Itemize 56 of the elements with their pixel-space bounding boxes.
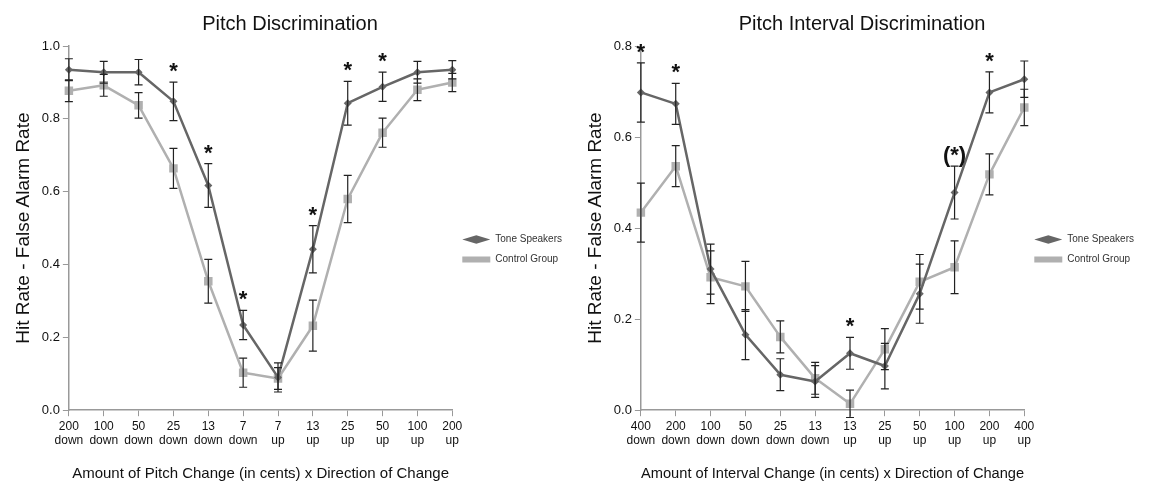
annotation: *	[845, 313, 855, 339]
y-tick-label: 0.4	[613, 219, 632, 235]
x-tick-label: 50 down	[124, 418, 153, 448]
y-tick-label: 0.2	[613, 310, 632, 326]
x-tick-label: 13 down	[800, 418, 830, 448]
legend-label: Tone Speakers	[1067, 233, 1135, 245]
y-tick-label: 0.0	[613, 401, 632, 417]
x-tick-label: 100 down	[89, 418, 119, 448]
x-axis-title: Amount of Interval Change (in cents) x Direction of Change	[641, 464, 1025, 482]
annotation: *	[204, 139, 214, 165]
x-axis-title: Amount of Pitch Change (in cents) x Direction of Change	[72, 464, 450, 482]
annotation: *	[308, 201, 318, 227]
x-tick-label: 50 down	[731, 418, 760, 448]
x-tick-label: 100 up	[407, 418, 428, 448]
x-tick-label: 7 up	[271, 418, 285, 448]
x-tick-label: 25 up	[878, 418, 892, 448]
x-tick-label: 400 down	[626, 418, 656, 448]
x-tick-label: 50 up	[913, 418, 927, 448]
x-tick-label: 7 down	[228, 418, 258, 448]
x-tick-label: 400 up	[1014, 418, 1035, 448]
annotation: *	[378, 48, 388, 74]
y-axis-title: Hit Rate - False Alarm Rate	[11, 112, 33, 344]
x-tick-label: 100 up	[944, 418, 965, 448]
y-tick-label: 0.2	[41, 328, 60, 344]
x-tick-label: 25 down	[159, 418, 188, 448]
x-tick-label: 200 up	[442, 418, 463, 448]
chart-title: Pitch Discrimination	[202, 11, 378, 34]
y-tick-label: 0.8	[613, 37, 632, 53]
x-tick-label: 50 up	[375, 418, 390, 448]
x-tick-label: 100 down	[696, 418, 725, 448]
annotation: *	[238, 286, 248, 312]
y-tick-label: 0.6	[41, 183, 60, 199]
x-tick-label: 25 up	[341, 418, 355, 448]
y-axis-title: Hit Rate - False Alarm Rate	[583, 112, 605, 344]
x-tick-label: 200 down	[661, 418, 691, 448]
annotation: *	[636, 38, 646, 64]
annotation: *	[169, 58, 179, 84]
chart-title: Pitch Interval Discrimination	[738, 11, 986, 34]
annotation: *	[985, 48, 995, 74]
x-tick-label: 13 down	[193, 418, 223, 448]
annotation: *	[671, 59, 681, 85]
x-tick-label: 13 up	[306, 418, 320, 448]
annotation: *	[343, 57, 353, 83]
legend-label: Tone Speakers	[495, 233, 563, 245]
annotation: (*)	[942, 142, 967, 168]
y-tick-label: 0.4	[41, 256, 60, 272]
x-tick-label: 200 down	[54, 418, 84, 448]
x-tick-label: 25 down	[765, 418, 795, 448]
y-tick-label: 0.6	[613, 128, 632, 144]
x-tick-label: 13 up	[843, 418, 857, 448]
y-tick-label: 0.0	[41, 401, 60, 417]
legend-label: Control Group	[1067, 253, 1131, 265]
legend-label: Control Group	[495, 253, 559, 265]
y-tick-label: 0.8	[41, 110, 60, 126]
y-tick-label: 1.0	[41, 37, 60, 53]
x-tick-label: 200 up	[979, 418, 1000, 448]
